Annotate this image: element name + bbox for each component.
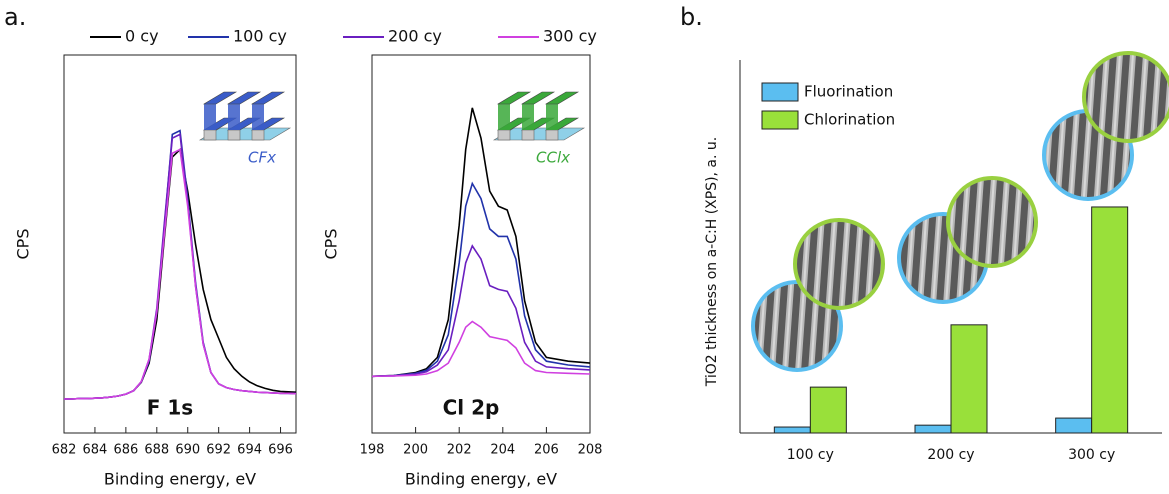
x-tick-label: 682 <box>52 443 77 458</box>
x-axis-label: Binding energy, eV <box>405 470 557 489</box>
series-line <box>64 133 297 400</box>
x-tick-label: 198 <box>360 443 385 458</box>
icon-fin-front <box>545 129 559 141</box>
icon-fin-roof <box>544 91 580 105</box>
x-axis-label: Binding energy, eV <box>104 470 256 489</box>
icon-fin-roof <box>250 91 286 105</box>
panel-label: a. <box>4 3 26 31</box>
x-tick-label: 694 <box>237 443 262 458</box>
plot-frame <box>63 54 297 434</box>
bar <box>1091 206 1129 434</box>
x-tick-label: 100 cy <box>787 447 834 463</box>
series-line <box>371 181 591 378</box>
bar <box>950 324 988 434</box>
bar <box>1055 417 1093 434</box>
icon-fin-top <box>252 104 264 130</box>
inset-icon <box>492 91 586 141</box>
x-tick-label: 204 <box>490 443 515 458</box>
bar <box>773 426 811 434</box>
icon-fin-front <box>203 129 217 141</box>
x-tick-label: 686 <box>113 443 138 458</box>
x-tick-label: 688 <box>144 443 169 458</box>
icon-fin-front <box>227 129 241 141</box>
x-tick-label: 206 <box>534 443 559 458</box>
x-tick-label: 208 <box>578 443 603 458</box>
y-axis-label: CPS <box>322 229 341 260</box>
x-tick-label: 200 cy <box>927 447 974 463</box>
icon-fin-roof <box>496 91 532 105</box>
series-line <box>64 129 297 400</box>
legend-label: 100 cy <box>233 27 287 46</box>
inset-label: CFx <box>248 149 276 167</box>
peak-label: F 1s <box>147 396 193 420</box>
series-line <box>64 147 297 400</box>
icon-fin-top <box>546 104 558 130</box>
plot-frame <box>371 54 591 434</box>
sem-images <box>751 51 1169 372</box>
x-tick-label: 696 <box>268 443 293 458</box>
icon-fin-front <box>251 129 265 141</box>
legend-swatch <box>761 82 799 102</box>
x-tick-label: 300 cy <box>1068 447 1115 463</box>
x-tick-label: 690 <box>175 443 200 458</box>
icon-fin-top <box>498 104 510 130</box>
y-axis-label: CPS <box>14 229 33 260</box>
inset-icon <box>198 91 292 141</box>
icon-fin-top <box>204 104 216 130</box>
icon-fin-roof <box>202 91 238 105</box>
series-line <box>371 320 591 378</box>
icon-fin-top <box>228 104 240 130</box>
inset-label: CClx <box>536 149 570 167</box>
x-tick-label: 684 <box>83 443 108 458</box>
legend-label: 200 cy <box>388 27 442 46</box>
bar <box>914 424 952 434</box>
series-line <box>64 148 297 400</box>
icon-fin-front <box>521 129 535 141</box>
y-axis-label: TiO2 thickness on a-C:H (XPS), a. u. <box>704 137 720 388</box>
bar <box>809 386 847 434</box>
series-line <box>371 244 591 378</box>
legend-swatch <box>761 110 799 130</box>
legend-label: Chlorination <box>804 111 895 129</box>
legend-label: 0 cy <box>125 27 159 46</box>
legend-label: Fluorination <box>804 83 893 101</box>
icon-fin-top <box>522 104 534 130</box>
x-tick-label: 692 <box>206 443 231 458</box>
icon-fin-front <box>497 129 511 141</box>
icon-fin-roof <box>520 91 556 105</box>
series-line <box>371 107 591 378</box>
x-tick-label: 202 <box>447 443 472 458</box>
legend-label: 300 cy <box>543 27 597 46</box>
peak-label: Cl 2p <box>443 396 500 420</box>
icon-fin-roof <box>226 91 262 105</box>
x-tick-label: 200 <box>403 443 428 458</box>
panel-label: b. <box>680 3 703 31</box>
